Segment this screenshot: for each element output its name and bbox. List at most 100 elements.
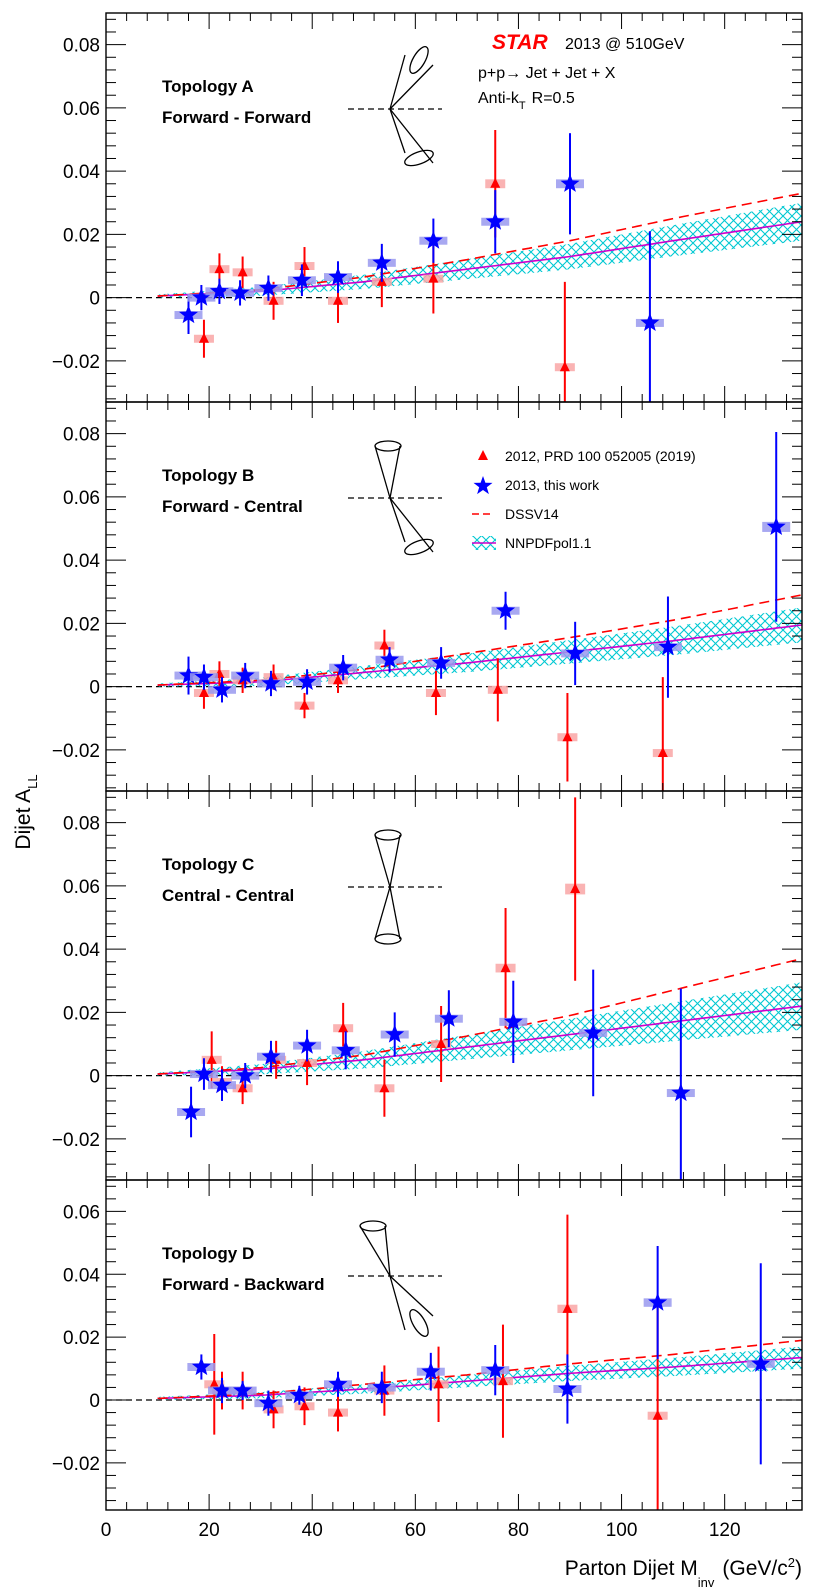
triangle-marker — [268, 1403, 279, 1414]
cone-edge — [389, 1275, 406, 1331]
data-2013-point-5 — [324, 1371, 352, 1397]
plot-area — [106, 797, 802, 1180]
star-marker — [258, 1393, 278, 1412]
y-tick-label: 0 — [89, 289, 100, 310]
star-marker — [439, 1008, 459, 1027]
star-process: p+p→ Jet + Jet + X — [478, 65, 616, 82]
star-algorithm-sub: T — [519, 100, 526, 112]
star-marker — [328, 267, 348, 286]
y-tick-label: −0.02 — [52, 741, 100, 762]
triangle-marker — [333, 674, 343, 685]
triangle-marker — [299, 699, 310, 710]
y-tick-label: 0 — [89, 1067, 100, 1088]
data-2013-point-3 — [231, 662, 260, 689]
y-tick-label: 0.04 — [63, 1265, 100, 1286]
star-marker — [557, 1379, 577, 1398]
data-2013-point-8 — [427, 647, 456, 679]
cone-edge — [384, 1225, 391, 1277]
panel-a: −0.02 0 0.02 0.04 0.06 0.08 Topology A Forward … — [52, 12, 803, 403]
cone-cap — [374, 933, 402, 945]
y-axis-title-sub: LL — [25, 774, 40, 788]
triangle-marker — [497, 1375, 508, 1386]
data-2013-point-3 — [231, 1062, 260, 1089]
topology-subtitle: Forward - Central — [162, 497, 303, 516]
topology-subtitle: Forward - Backward — [162, 1275, 325, 1294]
data-2012-point-0 — [201, 1031, 222, 1089]
triangle-marker — [559, 361, 570, 372]
y-tick-label: 0.06 — [63, 877, 100, 898]
data-2013-point-11 — [746, 1263, 775, 1465]
data-2013-point-4 — [254, 275, 283, 301]
data-2013-point-10 — [556, 133, 584, 235]
x-tick-label: 20 — [199, 1520, 220, 1541]
star-marker — [179, 305, 198, 324]
data-2012-point-9 — [554, 281, 575, 402]
triangle-marker — [338, 1022, 349, 1033]
cone-edge — [389, 445, 401, 499]
dssv-line — [157, 1339, 802, 1400]
star-marker — [328, 1374, 348, 1393]
y-tick-label: 0 — [89, 1391, 100, 1412]
triangle-marker — [198, 686, 209, 697]
x-axis-title-main: Parton Dijet M — [565, 1557, 698, 1580]
data-2013-point-7 — [375, 647, 404, 673]
data-2013-point-0 — [177, 1086, 206, 1138]
panel-d: −0.02 0 0.02 0.04 0.06 0 20 40 60 80 100 120 Topolog… — [52, 1179, 803, 1541]
y-tick-label: 0.08 — [63, 425, 100, 446]
y-tick-label: 0.08 — [63, 36, 100, 57]
triangle-marker — [436, 1038, 447, 1049]
data-2013-point-2 — [205, 278, 234, 304]
x-tick-label: 40 — [302, 1520, 323, 1541]
star-marker — [560, 173, 580, 192]
star-marker — [766, 516, 786, 535]
data-2013-point-8 — [419, 218, 448, 263]
x-axis-title-power: 2 — [788, 1555, 795, 1570]
data-2012-point-7 — [428, 1346, 449, 1422]
cone-cap — [374, 440, 402, 452]
topology-title: Topology B — [162, 466, 254, 485]
triangle-marker — [333, 294, 343, 305]
topology-subtitle: Central - Central — [162, 886, 294, 905]
nnpdf-band — [157, 982, 802, 1076]
star-marker — [640, 312, 660, 331]
triangle-marker — [562, 731, 573, 742]
data-2013-point-9 — [553, 1354, 582, 1424]
triangle-marker — [652, 1409, 663, 1420]
plot-area — [106, 432, 802, 791]
data-2012-point-0 — [204, 1334, 225, 1435]
data-2013-point-7 — [380, 1012, 409, 1057]
star-marker — [297, 671, 317, 690]
y-tick-label: 0.06 — [63, 99, 100, 120]
star-marker — [212, 679, 232, 698]
star-marker — [485, 211, 505, 230]
triangle-marker — [206, 1053, 217, 1064]
data-2013-point-6 — [324, 261, 352, 293]
star-marker — [258, 278, 278, 297]
star-marker — [503, 1011, 523, 1030]
triangle-marker — [333, 1406, 343, 1417]
topology-diagram — [348, 46, 442, 167]
star-marker — [421, 1361, 441, 1380]
triangle-marker — [433, 1378, 444, 1389]
star-marker — [191, 1357, 211, 1376]
triangle-marker — [209, 1378, 220, 1389]
data-2013-point-1 — [189, 1058, 218, 1090]
star-marker — [235, 665, 255, 684]
data-2013-point-11 — [635, 231, 664, 402]
cone-edge — [389, 108, 406, 154]
legend-label-dssv: DSSV14 — [505, 506, 559, 522]
cone-edge — [389, 64, 434, 110]
data-2013-point-6 — [331, 1031, 360, 1070]
topology-diagram — [348, 1220, 442, 1337]
data-2012-point-8 — [487, 658, 508, 722]
star-marker — [297, 1035, 317, 1054]
star-marker — [212, 1075, 232, 1094]
data-2012-point-2 — [232, 256, 253, 289]
star-marker — [233, 1380, 253, 1399]
triangle-marker — [428, 272, 439, 283]
data-2013-point-11 — [653, 596, 682, 698]
cone-edge — [389, 54, 406, 110]
data-2013-point-9 — [491, 591, 520, 630]
cone-edge — [359, 1225, 391, 1277]
